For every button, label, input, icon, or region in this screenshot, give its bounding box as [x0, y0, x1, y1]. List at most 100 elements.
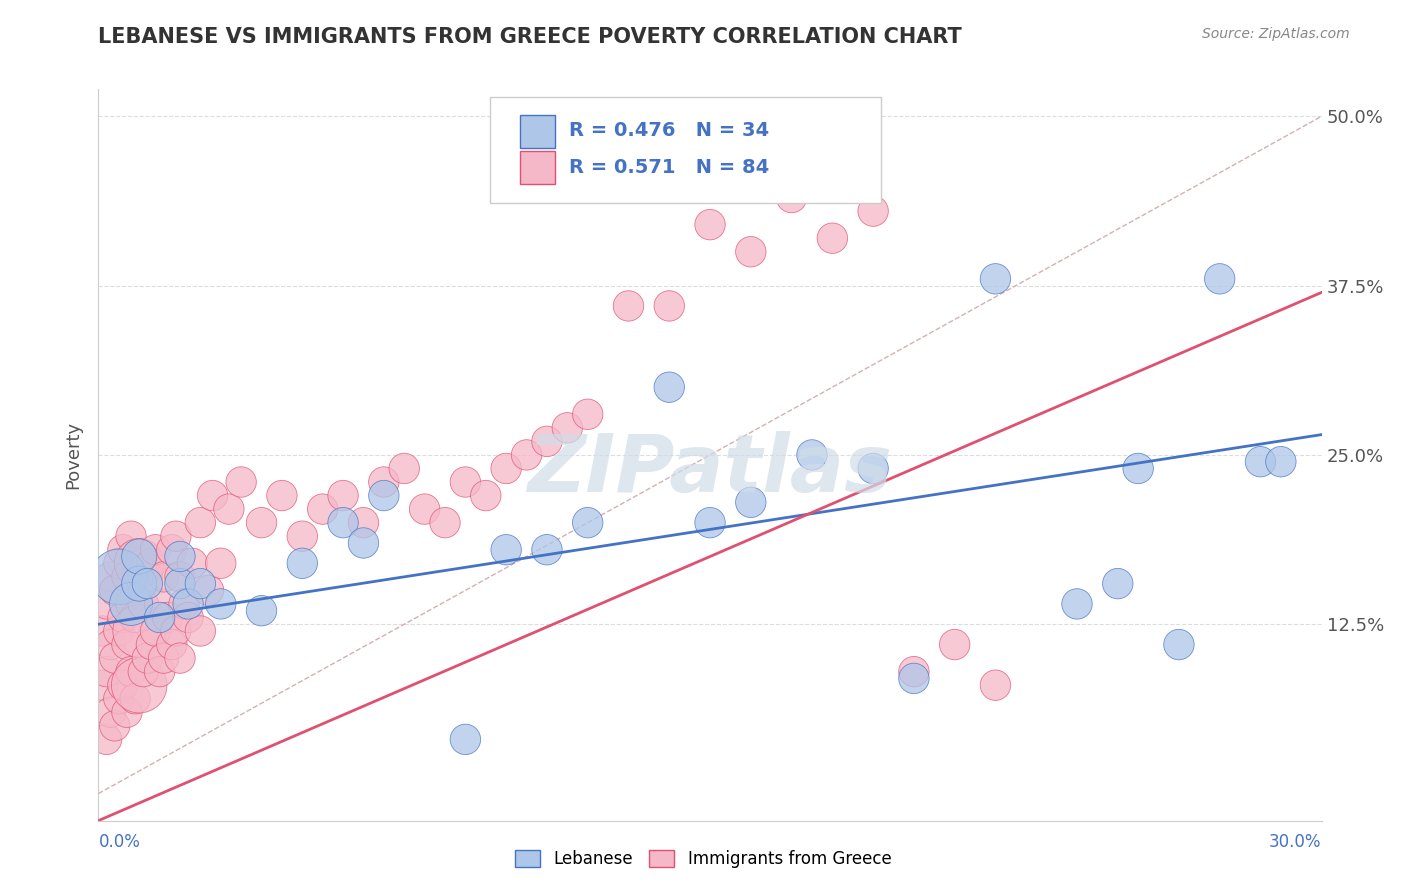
Point [392, 461, 416, 475]
Point [108, 556, 131, 570]
Point [1209, 272, 1232, 286]
Point [132, 665, 155, 679]
Point [780, 190, 803, 204]
Point [120, 529, 142, 543]
Point [903, 665, 925, 679]
Point [104, 583, 127, 598]
Point [250, 516, 273, 530]
Point [111, 678, 134, 692]
Point [495, 461, 517, 475]
Point [218, 502, 240, 516]
Point [576, 407, 599, 421]
Text: R = 0.476   N = 34: R = 0.476 N = 34 [569, 121, 769, 140]
Point [177, 610, 200, 624]
Point [132, 597, 155, 611]
Point [903, 672, 925, 686]
Point [104, 651, 127, 665]
Point [984, 272, 1007, 286]
Point [454, 732, 477, 747]
Point [209, 556, 232, 570]
Point [413, 502, 436, 516]
Point [984, 678, 1007, 692]
Point [1128, 461, 1150, 475]
Point [149, 665, 172, 679]
Point [658, 299, 681, 313]
Point [149, 610, 172, 624]
Point [658, 380, 681, 394]
Point [160, 542, 183, 557]
Point [124, 610, 146, 624]
Point [1167, 638, 1189, 652]
Text: ZIPatlas: ZIPatlas [527, 431, 893, 508]
Point [270, 489, 294, 503]
Point [115, 638, 138, 652]
Point [209, 597, 232, 611]
Point [120, 665, 142, 679]
Legend: Lebanese, Immigrants from Greece: Lebanese, Immigrants from Greece [508, 843, 898, 875]
Point [145, 542, 167, 557]
Point [165, 624, 187, 638]
Point [332, 489, 354, 503]
Point [1249, 455, 1271, 469]
Point [96, 732, 118, 747]
Point [111, 542, 134, 557]
Point [434, 516, 457, 530]
Point [617, 299, 640, 313]
Point [104, 719, 127, 733]
Point [188, 576, 212, 591]
Point [108, 691, 131, 706]
Point [943, 638, 966, 652]
Point [96, 665, 118, 679]
Point [454, 475, 477, 489]
Point [128, 678, 150, 692]
Point [108, 624, 131, 638]
Point [115, 706, 138, 720]
Point [136, 570, 159, 584]
Point [100, 570, 122, 584]
Point [536, 434, 558, 449]
Point [120, 597, 142, 611]
Point [474, 489, 498, 503]
Point [576, 516, 599, 530]
Point [128, 556, 150, 570]
Point [141, 638, 163, 652]
Y-axis label: Poverty: Poverty [65, 421, 83, 489]
Point [699, 218, 721, 232]
Point [177, 597, 200, 611]
Point [231, 475, 253, 489]
Text: R = 0.571   N = 84: R = 0.571 N = 84 [569, 158, 769, 177]
Point [145, 624, 167, 638]
Point [141, 556, 163, 570]
Point [169, 651, 191, 665]
Point [291, 529, 314, 543]
Point [128, 624, 150, 638]
Point [332, 516, 354, 530]
Point [156, 610, 179, 624]
Point [862, 204, 884, 219]
Point [197, 583, 219, 598]
Point [111, 610, 134, 624]
Point [91, 624, 114, 638]
Point [250, 604, 273, 618]
Text: Source: ZipAtlas.com: Source: ZipAtlas.com [1202, 27, 1350, 41]
Point [108, 570, 131, 584]
Point [862, 461, 884, 475]
Point [699, 516, 721, 530]
Point [115, 570, 138, 584]
Point [1270, 455, 1292, 469]
Point [120, 597, 142, 611]
Point [128, 576, 150, 591]
Point [100, 706, 122, 720]
Point [188, 516, 212, 530]
Bar [520, 115, 555, 148]
Point [516, 448, 538, 462]
Point [1066, 597, 1088, 611]
Point [557, 421, 579, 435]
Point [181, 556, 204, 570]
Point [291, 556, 314, 570]
Point [740, 244, 762, 259]
Point [169, 549, 191, 564]
Point [136, 576, 159, 591]
Point [801, 448, 824, 462]
Point [165, 529, 187, 543]
